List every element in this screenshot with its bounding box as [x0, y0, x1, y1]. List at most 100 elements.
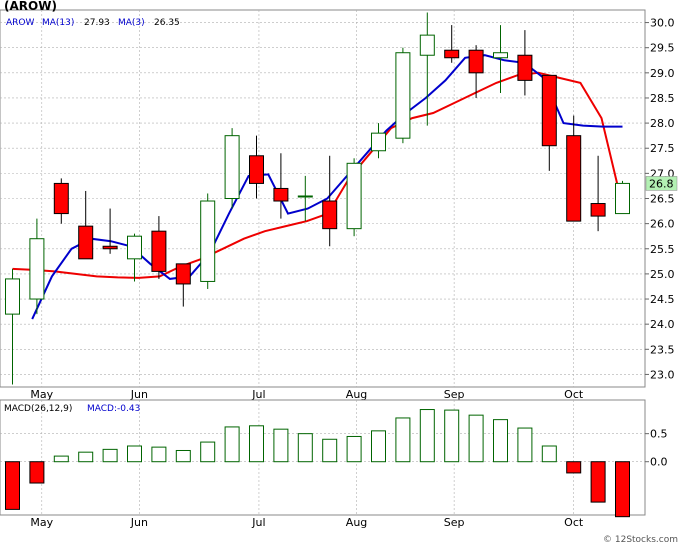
candle	[297, 175, 313, 222]
macd-bar	[29, 461, 45, 484]
chart-title: (AROW)	[4, 0, 57, 13]
price-x-tick-label: Jun	[130, 388, 148, 401]
candle	[273, 153, 289, 219]
candle	[224, 128, 240, 209]
macd-bar	[444, 409, 460, 463]
candle	[541, 74, 557, 171]
candle-body	[541, 74, 557, 147]
macd-bar	[493, 419, 508, 463]
candle-body	[175, 263, 191, 285]
macd-bar	[541, 445, 557, 463]
macd-y-tick-label: 0.5	[650, 428, 668, 441]
price-y-tick-label: 25.0	[650, 268, 675, 281]
macd-title: MACD(26,12,9)	[4, 404, 72, 414]
macd-bar	[151, 446, 167, 463]
macd-bar	[175, 449, 191, 463]
candle-body	[566, 135, 582, 222]
price-y-tick-label: 26.5	[650, 193, 675, 206]
macd-x-tick-label: Sep	[444, 516, 465, 529]
macd-histogram	[5, 409, 630, 518]
candle-body	[615, 182, 630, 215]
price-y-tick-label: 24.5	[650, 293, 675, 306]
candle	[151, 216, 167, 279]
macd-bar	[200, 441, 216, 463]
macd-bar	[102, 448, 118, 463]
candle	[29, 218, 45, 315]
price-y-tick-label: 26.0	[650, 218, 675, 231]
price-y-tick-label: 25.5	[650, 243, 675, 256]
macd-legend: MACD(26,12,9) MACD:-0.43	[4, 404, 140, 414]
price-x-tick-label: Sep	[444, 388, 465, 401]
price-y-tick-label: 30.0	[650, 17, 675, 30]
candlesticks	[5, 12, 630, 385]
candle-body	[419, 34, 435, 56]
macd-x-tick-label: May	[30, 516, 53, 529]
candle-body	[200, 200, 216, 282]
macd-bar	[224, 426, 240, 463]
macd-bar	[53, 455, 69, 463]
price-y-tick-label: 23.0	[650, 368, 675, 381]
macd-bar	[346, 435, 362, 463]
price-y-tick-label: 28.5	[650, 92, 675, 105]
candle-body	[297, 195, 313, 198]
candle-body	[224, 135, 240, 200]
candle	[78, 190, 94, 260]
price-x-tick-label: Oct	[564, 388, 584, 401]
macd-x-tick-label: Oct	[564, 516, 584, 529]
last-price-label: 26.8	[649, 177, 674, 190]
candle-body	[493, 52, 508, 59]
candle	[322, 155, 338, 247]
price-x-tick-label: Jul	[251, 388, 265, 401]
legend-ma13-value: 27.93	[84, 18, 110, 28]
macd-x-axis: May Jun Jul Aug Sep Oct	[30, 516, 583, 529]
candle	[590, 155, 606, 232]
price-y-tick-label: 29.5	[650, 42, 675, 55]
candle	[5, 268, 20, 385]
candle-body	[371, 132, 386, 152]
candle-body	[127, 235, 142, 260]
candle	[200, 193, 216, 289]
candle-body	[78, 225, 94, 260]
macd-bar	[517, 427, 533, 463]
macd-bar	[371, 430, 386, 463]
candle-body	[273, 187, 289, 202]
macd-x-tick-label: Jun	[130, 516, 148, 529]
macd-x-tick-label: Jul	[251, 516, 265, 529]
macd-bar	[5, 461, 20, 510]
candle	[102, 208, 118, 254]
candle	[468, 45, 484, 98]
candle	[127, 233, 142, 282]
price-y-tick-label: 23.5	[650, 343, 675, 356]
candle	[419, 12, 435, 126]
macd-bar	[78, 451, 94, 463]
price-y-tick-label: 28.0	[650, 117, 675, 130]
candle	[444, 25, 460, 63]
macd-x-tick-label: Aug	[346, 516, 367, 529]
legend-ma13-label: MA(13)	[42, 18, 74, 28]
price-legend: AROW MA(13) 27.93 MA(3) 26.35	[6, 18, 180, 28]
macd-bar	[127, 445, 142, 463]
candle	[517, 30, 533, 96]
candle-body	[346, 162, 362, 230]
macd-bar	[468, 414, 484, 463]
candle-body	[444, 49, 460, 59]
macd-bar	[419, 409, 435, 463]
macd-bar	[273, 428, 289, 463]
macd-bar	[249, 425, 264, 463]
watermark: © 12Stocks.com	[603, 535, 678, 545]
macd-bar	[297, 433, 313, 463]
last-price-box	[645, 176, 678, 191]
candle-body	[29, 238, 45, 300]
price-x-tick-label: Aug	[346, 388, 367, 401]
candle-body	[151, 230, 167, 272]
macd-bar	[615, 461, 630, 518]
macd-bar	[322, 438, 338, 463]
candle-body	[395, 52, 411, 139]
macd-value-label: MACD:-0.43	[87, 404, 140, 414]
legend-ma3-value: 26.35	[154, 18, 180, 28]
candle	[395, 47, 411, 144]
last-price-marker: 26.8	[645, 176, 678, 191]
price-x-tick-label: May	[30, 388, 53, 401]
